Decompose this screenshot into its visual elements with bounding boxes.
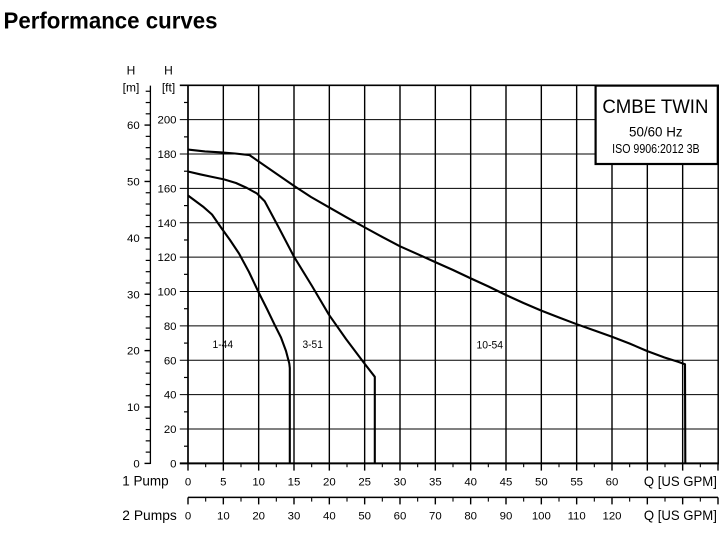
svg-text:0: 0	[170, 458, 176, 470]
svg-text:60: 60	[164, 355, 177, 367]
svg-text:10: 10	[127, 402, 140, 414]
svg-text:30: 30	[394, 476, 407, 488]
svg-text:[ft]: [ft]	[162, 81, 175, 95]
svg-text:120: 120	[157, 252, 176, 264]
svg-text:90: 90	[500, 510, 513, 522]
svg-text:3-51: 3-51	[303, 339, 323, 351]
svg-text:60: 60	[394, 510, 407, 522]
svg-text:40: 40	[464, 476, 477, 488]
svg-text:Q [US GPM]: Q [US GPM]	[644, 474, 717, 489]
svg-text:110: 110	[568, 510, 586, 522]
svg-text:H: H	[127, 64, 136, 78]
svg-text:20: 20	[252, 510, 265, 522]
svg-text:15: 15	[288, 476, 301, 488]
svg-text:45: 45	[500, 476, 513, 488]
svg-text:0: 0	[185, 476, 191, 488]
svg-text:2 Pumps: 2 Pumps	[122, 507, 177, 523]
svg-text:CMBE TWIN: CMBE TWIN	[602, 96, 708, 118]
svg-text:10: 10	[252, 476, 265, 488]
svg-text:50: 50	[535, 476, 548, 488]
svg-text:60: 60	[606, 476, 619, 488]
svg-text:20: 20	[164, 424, 177, 436]
svg-text:40: 40	[323, 510, 336, 522]
svg-text:100: 100	[157, 287, 176, 299]
svg-text:100: 100	[532, 510, 551, 522]
svg-text:H: H	[164, 64, 173, 78]
svg-text:50/60 Hz: 50/60 Hz	[629, 124, 683, 139]
svg-text:140: 140	[157, 218, 176, 230]
svg-text:ISO 9906:2012 3B: ISO 9906:2012 3B	[612, 142, 700, 156]
svg-text:[m]: [m]	[123, 81, 140, 95]
svg-text:80: 80	[464, 510, 477, 522]
svg-text:0: 0	[133, 458, 139, 470]
svg-text:200: 200	[157, 115, 176, 127]
svg-text:30: 30	[127, 289, 140, 301]
svg-text:40: 40	[127, 233, 140, 245]
svg-text:5: 5	[220, 476, 226, 488]
svg-text:20: 20	[127, 346, 140, 358]
svg-text:50: 50	[127, 177, 140, 189]
svg-text:70: 70	[429, 510, 442, 522]
svg-text:60: 60	[127, 120, 140, 132]
svg-text:20: 20	[323, 476, 336, 488]
svg-text:180: 180	[157, 149, 176, 161]
svg-text:160: 160	[157, 183, 176, 195]
svg-text:30: 30	[288, 510, 301, 522]
svg-text:1-44: 1-44	[213, 339, 234, 351]
svg-text:Performance curves: Performance curves	[4, 8, 218, 34]
svg-text:Q [US GPM]: Q [US GPM]	[644, 508, 717, 523]
svg-text:1 Pump: 1 Pump	[122, 473, 169, 488]
svg-text:0: 0	[185, 510, 191, 522]
svg-text:25: 25	[358, 476, 371, 488]
svg-text:80: 80	[164, 321, 177, 333]
svg-text:55: 55	[570, 476, 583, 488]
svg-text:10: 10	[217, 510, 230, 522]
svg-text:10-54: 10-54	[477, 339, 504, 351]
svg-text:35: 35	[429, 476, 442, 488]
svg-text:50: 50	[358, 510, 371, 522]
svg-text:120: 120	[602, 510, 621, 522]
svg-text:40: 40	[164, 390, 177, 402]
